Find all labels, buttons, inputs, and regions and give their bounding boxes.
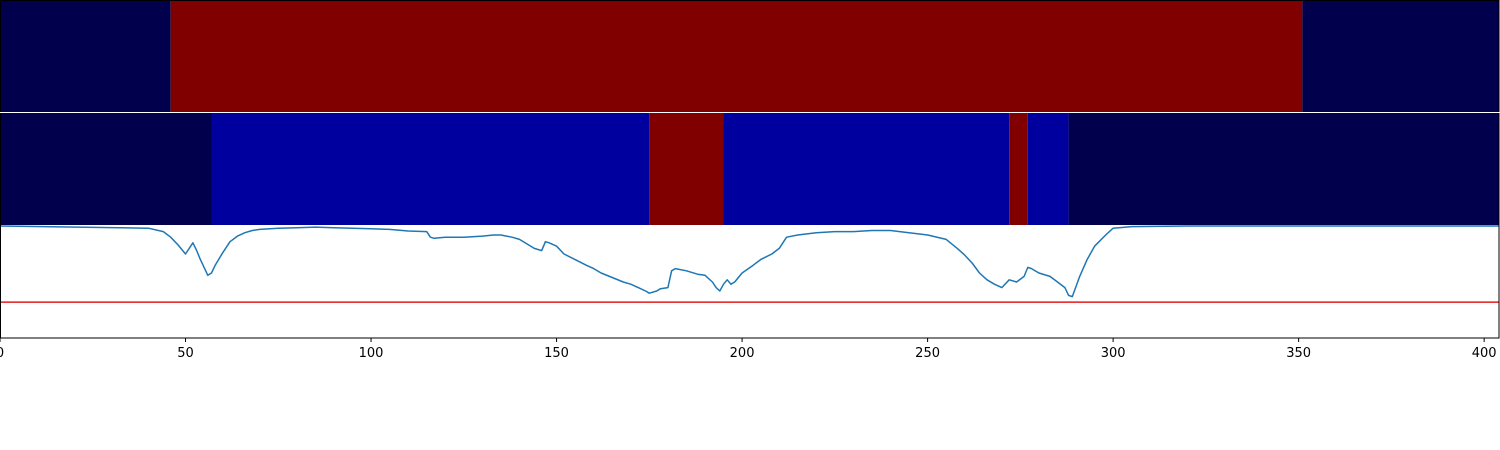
strip-1-segment-1 [0,0,171,112]
x-tick-label-350: 350 [1286,346,1311,361]
x-tick-label-300: 300 [1101,346,1126,361]
strip-2-segment-3 [649,113,724,225]
x-tick-label-400: 400 [1472,346,1497,361]
plot-frame [0,0,1500,339]
x-tick-label-50: 50 [177,346,194,361]
x-tick-label-150: 150 [544,346,569,361]
strip-2-segment-1 [0,113,212,225]
x-tick-label-100: 100 [359,346,384,361]
strip-1-segment-3 [1302,0,1499,112]
strip-2-segment-2 [211,113,650,225]
series-line [0,225,1499,298]
strip-2-segment-7 [1068,113,1499,225]
x-tick-label-250: 250 [915,346,940,361]
strip-2-segment-5 [1009,113,1028,225]
x-tick-label-200: 200 [730,346,755,361]
x-tick-label-0: 0 [0,346,4,361]
strip-1-segment-2 [170,0,1303,112]
strip-2-segment-4 [723,113,1010,225]
strip-2-segment-6 [1027,113,1069,225]
